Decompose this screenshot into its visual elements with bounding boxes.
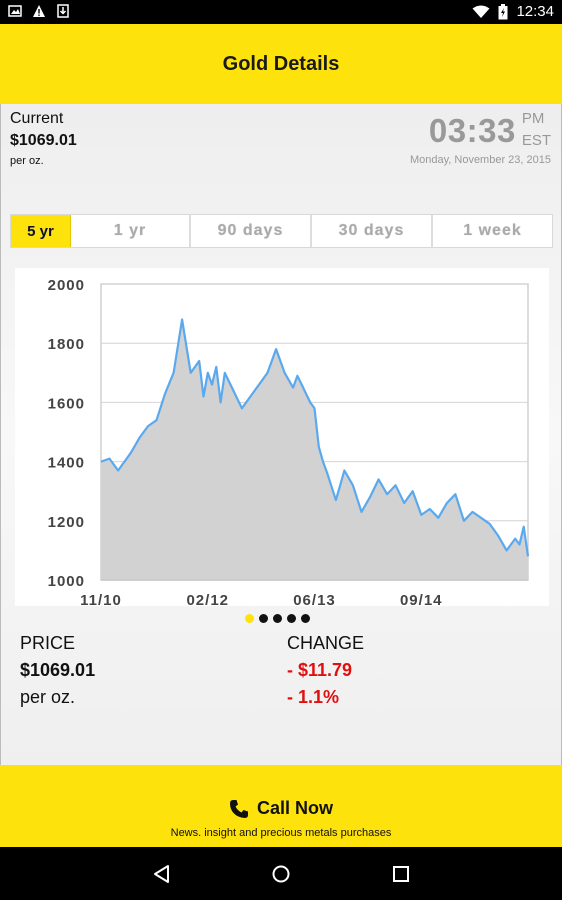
y-tick-label: 1600 — [48, 395, 85, 412]
tab-1-week[interactable]: 1 week — [463, 222, 522, 239]
y-tick-label: 1200 — [48, 514, 85, 531]
current-unit: per oz. — [10, 155, 44, 167]
page-indicator — [245, 614, 310, 623]
page-dot[interactable] — [301, 614, 310, 623]
call-now-button[interactable]: Call Now News. insight and precious meta… — [0, 765, 562, 847]
download-icon — [57, 4, 69, 18]
current-price: $1069.01 — [10, 132, 77, 149]
x-tick-label: 11/10 — [80, 592, 122, 606]
image-icon — [8, 5, 22, 17]
chart-series-line — [100, 318, 530, 557]
home-icon[interactable] — [271, 864, 291, 884]
wifi-icon — [472, 5, 490, 18]
tab-5yr[interactable]: 5 yr — [11, 215, 71, 247]
current-label: Current — [10, 110, 64, 127]
y-tick-label: 1000 — [48, 573, 85, 590]
status-time: 12:34 — [516, 3, 554, 20]
system-nav-bar — [0, 847, 562, 900]
price-chart[interactable]: 2000 1800 1600 1400 1200 1000 11/10 02/12 06/13 0… — [15, 268, 549, 606]
page-title: Gold Details — [222, 52, 340, 75]
x-tick-label: 06/13 — [293, 592, 336, 606]
clock-date: Monday, November 23, 2015 — [409, 154, 551, 166]
tab-90-days[interactable]: 90 days — [191, 215, 312, 247]
call-now-label: Call Now — [256, 798, 333, 818]
page-dot[interactable] — [273, 614, 282, 623]
warning-icon — [33, 5, 45, 17]
phone-icon — [229, 799, 248, 818]
content-panel: Current $1069.01 per oz. 03:33 PM EST Mond… — [0, 104, 562, 765]
back-icon[interactable] — [152, 864, 172, 884]
y-tick-label: 1800 — [48, 336, 85, 353]
change-label: CHANGE — [287, 633, 365, 653]
price-value: $1069.01 — [20, 660, 96, 680]
price-unit: per oz. — [20, 687, 76, 707]
clock-timezone: EST — [521, 132, 551, 149]
clock-ampm: PM — [521, 110, 545, 127]
change-value: - $11.79 — [287, 660, 353, 680]
call-now-subtitle: News. insight and precious metals purcha… — [170, 827, 392, 839]
y-tick-label: 2000 — [48, 277, 85, 294]
range-tabs: 5 yr 1 yr 90 days 30 days 1 week — [10, 214, 553, 248]
y-tick-label: 1400 — [48, 455, 85, 472]
clock-block: 03:33 PM EST Monday, November 23, 2015 — [410, 108, 551, 166]
page-dot[interactable] — [245, 614, 254, 623]
tab-30-days[interactable]: 30 days — [312, 215, 433, 247]
x-tick-label: 09/14 — [400, 592, 443, 606]
page-dot[interactable] — [287, 614, 296, 623]
page-dot[interactable] — [259, 614, 268, 623]
chart-svg: 2000 1800 1600 1400 1200 1000 11/10 02/12 06/13 0… — [48, 277, 530, 606]
recents-icon[interactable] — [391, 864, 411, 884]
current-price-block: Current $1069.01 per oz. — [10, 110, 77, 167]
app-header: Gold Details — [0, 24, 562, 104]
change-percent: - 1.1% — [287, 687, 340, 707]
status-bar: 12:34 — [0, 0, 562, 24]
tab-1yr[interactable]: 1 yr — [71, 215, 191, 247]
battery-charging-icon — [498, 3, 508, 19]
price-label: PRICE — [20, 633, 76, 653]
clock-time: 03:33 — [428, 112, 516, 149]
x-tick-label: 02/12 — [186, 592, 229, 606]
